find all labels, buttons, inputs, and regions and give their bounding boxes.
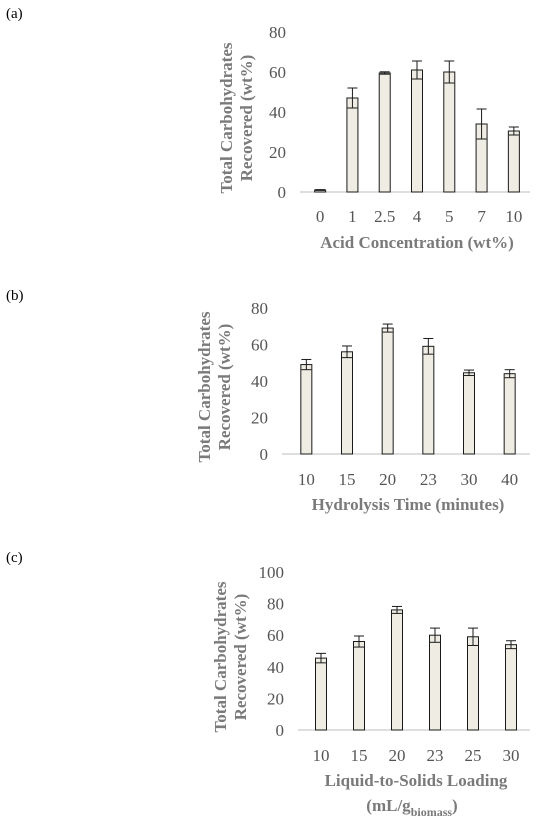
bar <box>422 345 435 455</box>
x-tick-label: 25 <box>465 746 482 765</box>
y-tick-label: 60 <box>269 63 286 82</box>
y-tick-label: 0 <box>278 183 287 202</box>
y-tick-label: 0 <box>276 721 285 740</box>
x-tick-label: 15 <box>339 470 356 489</box>
y-tick-label: 60 <box>251 336 268 355</box>
error-bar <box>382 323 393 333</box>
error-bar <box>379 71 390 75</box>
bar <box>411 69 423 193</box>
bar <box>443 71 456 193</box>
x-axis-label: Hydrolysis Time (minutes) <box>312 495 505 514</box>
error-bar <box>476 108 487 140</box>
error-bar <box>508 126 519 136</box>
x-axis-label: Acid Concentration (wt%) <box>320 233 514 252</box>
error-bar <box>347 87 358 109</box>
x-tick-label: 23 <box>420 470 437 489</box>
x-tick-label: 10 <box>298 470 315 489</box>
y-tick-label: 40 <box>269 103 286 122</box>
bar <box>503 373 516 455</box>
x-tick-label: 7 <box>477 207 486 226</box>
y-axis-label-line1: Total Carbohydrates <box>195 311 214 462</box>
panel-label-c: (c) <box>6 550 23 566</box>
panel-label-a: (a) <box>6 6 23 22</box>
x-tick-label: 10 <box>313 746 330 765</box>
x-tick-label: 30 <box>461 470 478 489</box>
error-bar <box>468 627 478 646</box>
bar <box>315 657 327 731</box>
y-tick-label: 0 <box>260 445 269 464</box>
error-bar <box>423 337 434 355</box>
bar <box>391 609 403 731</box>
error-bar <box>430 627 440 643</box>
y-axis-label-line1: Total Carbohydrates <box>217 42 236 193</box>
x-axis-label: Liquid-to-Solids Loading <box>325 771 508 790</box>
y-tick-label: 40 <box>251 372 268 391</box>
bar <box>378 72 391 193</box>
error-bar <box>354 635 364 648</box>
x-tick-label: 2.5 <box>374 207 395 226</box>
x-axis-label-line2: (mL/gbiomass) <box>366 796 457 819</box>
error-bar <box>444 60 455 84</box>
y-tick-label: 20 <box>267 689 284 708</box>
x-tick-label: 5 <box>445 207 454 226</box>
bar <box>429 634 441 731</box>
bar <box>353 641 365 731</box>
x-tick-label: 4 <box>413 207 422 226</box>
bar <box>507 130 520 193</box>
x-tick-label: 1 <box>348 207 357 226</box>
error-bar <box>504 369 515 379</box>
error-bar <box>316 652 326 664</box>
bar <box>346 97 359 193</box>
x-tick-label: 0 <box>316 207 325 226</box>
y-tick-label: 100 <box>259 563 285 582</box>
y-axis-label-line2: Recovered (wt%) <box>237 55 256 182</box>
bar <box>505 644 517 731</box>
error-bar <box>342 345 352 359</box>
y-tick-label: 60 <box>267 626 284 645</box>
error-bar <box>315 189 326 191</box>
error-bar <box>301 358 312 371</box>
y-tick-label: 20 <box>251 409 268 428</box>
bar <box>300 364 313 455</box>
y-tick-label: 80 <box>251 299 268 318</box>
error-bar <box>412 60 422 80</box>
error-bar <box>506 640 516 650</box>
y-tick-label: 80 <box>269 23 286 42</box>
bar <box>381 327 394 455</box>
x-tick-label: 30 <box>503 746 520 765</box>
y-axis-label-line2: Recovered (wt%) <box>231 594 250 721</box>
x-tick-label: 15 <box>351 746 368 765</box>
chart-c: 0 20 40 60 80 100 10 15 20 23 25 30 Total Carbohydra… <box>211 563 530 819</box>
x-tick-label: 10 <box>505 207 522 226</box>
x-tick-label: 40 <box>501 470 518 489</box>
chart-b: 0 20 40 60 80 10 15 20 23 30 40 Total Carbohydrates… <box>195 299 530 514</box>
x-tick-label: 20 <box>389 746 406 765</box>
bar <box>463 372 475 455</box>
y-tick-label: 40 <box>267 658 284 677</box>
y-tick-label: 20 <box>269 143 286 162</box>
error-bar <box>392 605 402 614</box>
x-tick-label: 23 <box>427 746 444 765</box>
y-tick-label: 80 <box>267 595 284 614</box>
error-bar <box>464 369 474 377</box>
bar <box>341 351 353 455</box>
chart-a: 0 20 40 60 80 0 1 2.5 4 5 7 10 Total Carbohydrates Re… <box>217 23 530 252</box>
y-axis-label-line1: Total Carbohydrates <box>211 581 230 732</box>
panel-label-b: (b) <box>6 288 24 304</box>
y-axis-label-line2: Recovered (wt%) <box>215 324 234 451</box>
bar <box>467 636 479 731</box>
x-tick-label: 20 <box>379 470 396 489</box>
